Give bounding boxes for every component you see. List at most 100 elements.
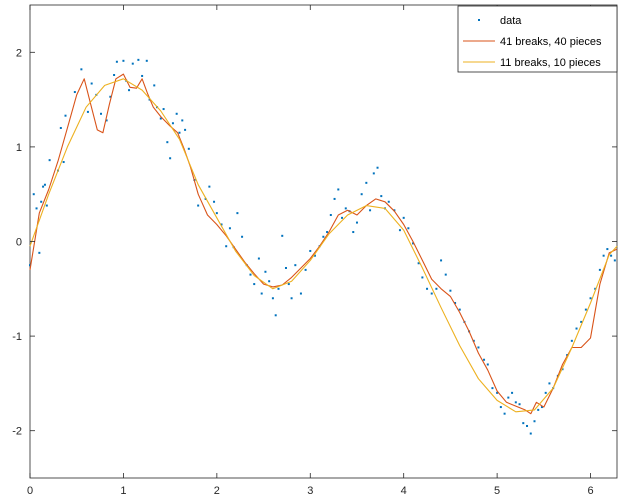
data-point xyxy=(40,200,43,203)
y-tick-label: 1 xyxy=(16,142,22,154)
x-tick-label: 4 xyxy=(401,485,407,497)
data-point xyxy=(90,82,93,85)
data-point xyxy=(407,227,410,230)
data-points xyxy=(29,58,616,435)
data-point xyxy=(426,287,429,290)
data-point xyxy=(518,403,521,406)
data-point xyxy=(166,141,169,144)
data-point xyxy=(380,195,383,198)
data-point xyxy=(337,188,340,191)
data-point xyxy=(511,391,514,394)
data-point xyxy=(100,112,103,115)
data-point xyxy=(64,114,67,117)
data-point xyxy=(208,185,211,188)
data-point xyxy=(376,166,379,169)
data-point xyxy=(477,346,480,349)
data-point xyxy=(45,204,48,207)
data-point xyxy=(220,223,223,226)
y-tick-label: 2 xyxy=(16,47,22,59)
data-point xyxy=(352,231,355,234)
data-point xyxy=(131,62,134,65)
data-point xyxy=(499,406,502,409)
data-point xyxy=(444,273,447,276)
data-point xyxy=(281,234,284,237)
data-point xyxy=(594,287,597,290)
data-point xyxy=(59,126,62,129)
data-point xyxy=(187,147,190,150)
y-tick-label: -2 xyxy=(12,426,22,438)
data-point xyxy=(369,209,372,212)
data-point xyxy=(522,422,525,425)
data-point xyxy=(496,391,499,394)
data-point xyxy=(430,292,433,295)
data-point xyxy=(360,193,363,196)
data-point xyxy=(109,95,112,98)
data-point xyxy=(580,320,583,323)
data-point xyxy=(598,268,601,271)
data-point xyxy=(304,268,307,271)
data-point xyxy=(236,212,239,215)
data-point xyxy=(610,254,613,257)
data-point xyxy=(341,216,344,219)
data-point xyxy=(197,204,200,207)
x-tick-label: 1 xyxy=(120,485,126,497)
data-point xyxy=(169,157,172,160)
data-point xyxy=(589,297,592,300)
data-point xyxy=(137,58,140,61)
data-point xyxy=(80,68,83,71)
data-point xyxy=(507,396,510,399)
data-point xyxy=(602,254,605,257)
x-tick-label: 0 xyxy=(27,485,33,497)
data-point xyxy=(253,283,256,286)
data-point xyxy=(159,117,162,120)
data-point xyxy=(228,227,231,230)
data-point xyxy=(257,257,260,260)
legend-label: 11 breaks, 10 pieces xyxy=(500,57,601,69)
data-point xyxy=(333,197,336,200)
data-point xyxy=(178,131,181,134)
data-point xyxy=(483,358,486,361)
data-point xyxy=(141,74,144,77)
data-point xyxy=(32,193,35,196)
data-point xyxy=(299,292,302,295)
fit-line-41-breaks xyxy=(29,73,618,415)
data-point xyxy=(472,339,475,342)
fit-line-11-breaks xyxy=(29,78,618,413)
data-point xyxy=(412,242,415,245)
data-point xyxy=(570,339,573,342)
data-point xyxy=(387,200,390,203)
data-point xyxy=(264,270,267,273)
data-point xyxy=(402,216,405,219)
data-point xyxy=(313,254,316,257)
data-point xyxy=(309,249,312,252)
x-tick-label: 6 xyxy=(587,485,593,497)
data-point xyxy=(128,89,131,92)
data-point xyxy=(145,59,148,62)
data-point xyxy=(458,308,461,311)
data-point xyxy=(284,266,287,269)
data-point xyxy=(35,207,38,210)
data-point xyxy=(62,161,65,164)
data-point xyxy=(540,406,543,409)
y-tick-label: 0 xyxy=(16,237,22,249)
data-point xyxy=(225,245,228,248)
data-point xyxy=(355,221,358,224)
data-point xyxy=(575,327,578,330)
data-point xyxy=(440,259,443,262)
data-point xyxy=(29,264,31,267)
legend-marker-data xyxy=(478,19,480,21)
data-point xyxy=(606,248,609,251)
data-point xyxy=(421,276,424,279)
data-point xyxy=(322,235,325,238)
x-tick-label: 2 xyxy=(214,485,220,497)
data-point xyxy=(171,122,174,125)
data-point xyxy=(249,273,252,276)
data-point xyxy=(548,382,551,385)
data-point xyxy=(584,308,587,311)
x-tick-label: 3 xyxy=(307,485,313,497)
data-point xyxy=(73,91,76,94)
data-point xyxy=(271,297,274,300)
data-point xyxy=(491,387,494,390)
data-point xyxy=(529,432,532,435)
